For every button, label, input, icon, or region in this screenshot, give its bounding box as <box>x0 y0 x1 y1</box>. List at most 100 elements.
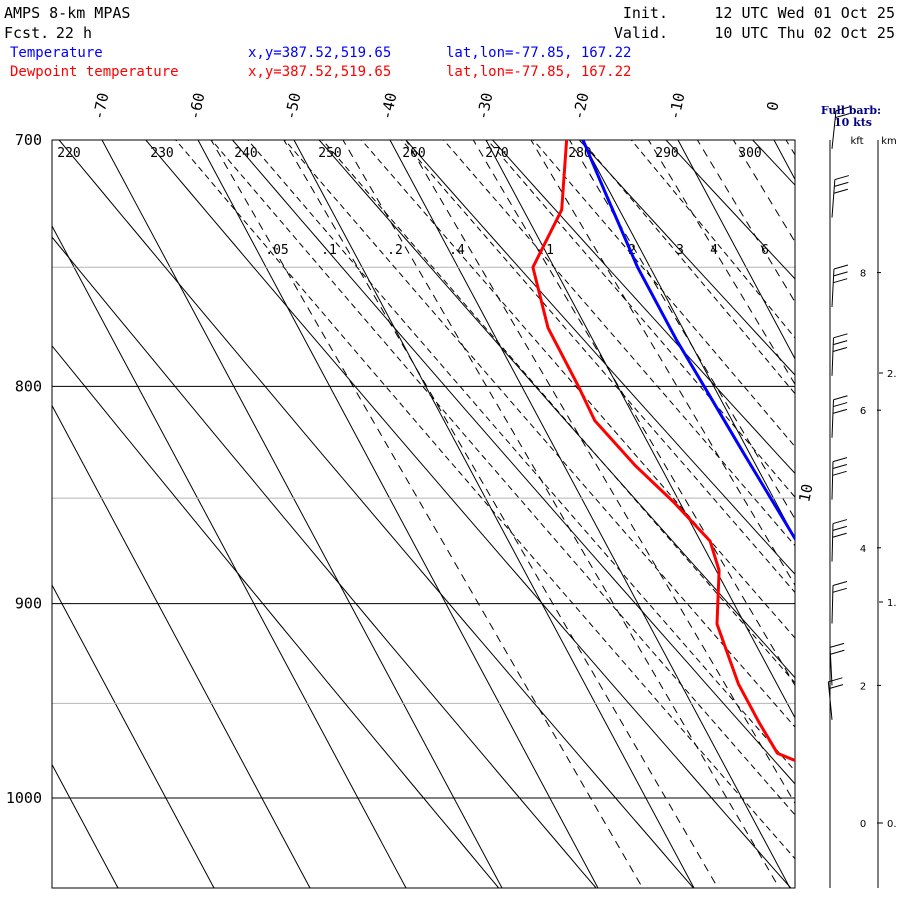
temperature-profile-line <box>581 140 795 542</box>
dry-adiabat-line <box>231 140 795 785</box>
wind-barb-flag <box>832 532 847 538</box>
kft-tick-label: 8 <box>860 269 866 280</box>
km-axis-label: km <box>881 136 897 147</box>
mixing-ratio-label: .05 <box>265 243 288 258</box>
mixing-ratio-line <box>785 140 795 156</box>
wind-barb <box>831 333 848 376</box>
mixing-ratio-line <box>808 114 900 889</box>
isotherm-tick-label: -60 <box>185 91 208 121</box>
isotherm-tick-label: 0 <box>763 100 782 113</box>
km-tick-label: 1. <box>887 598 897 609</box>
barb-key-line1: Full barb: <box>821 104 881 117</box>
mixing-ratio-label: 3 <box>676 243 684 258</box>
moist-adiabat-line <box>247 140 795 772</box>
moist-adiabat-line <box>175 140 795 860</box>
isotherm-line <box>870 140 900 888</box>
moist-adiabat-line <box>360 140 795 639</box>
wind-barb-flag <box>832 408 848 414</box>
init-label: Init. <box>623 4 668 22</box>
pressure-tick-label: 900 <box>15 595 42 613</box>
mixing-ratio-label: .2 <box>387 243 403 258</box>
wind-barb-flag <box>835 106 851 112</box>
isotherm-tick-label: -10 <box>665 91 688 121</box>
moist-adiabat-line <box>321 140 795 684</box>
mixing-ratio-label: 6 <box>761 243 769 258</box>
isotherm-tick-label: -20 <box>569 91 592 121</box>
isotherm-line <box>773 140 795 181</box>
moist-adiabat-line <box>630 140 795 339</box>
axis-labels-layer: 700 800 900 1000 -70 -60 -50 -40 -30 -20 -10 0 10 220… <box>6 91 817 889</box>
km-tick-label: 2. <box>887 369 897 380</box>
mixing-ratio-line <box>568 140 795 520</box>
wind-barb-flag <box>833 333 848 339</box>
isotherm-line <box>52 763 119 888</box>
wind-barb <box>827 677 844 720</box>
wind-barb-flag <box>830 649 845 655</box>
wind-barb-staff <box>831 179 836 218</box>
wind-barb <box>831 580 848 624</box>
moist-adiabat-line <box>532 140 795 448</box>
wind-barb-flag <box>833 278 848 284</box>
isotherm-line <box>581 140 795 540</box>
dry-adiabat-label: 290 <box>655 146 678 161</box>
mixing-ratio-line <box>283 140 719 888</box>
legend-dewpoint-name: Dewpoint temperature <box>10 64 179 80</box>
kft-tick-label: 0 <box>860 819 866 830</box>
valid-label: Valid. <box>614 24 668 42</box>
kft-tick-label: 2 <box>860 681 866 692</box>
wind-barb-flag <box>833 340 848 346</box>
wind-barb-staff <box>827 681 833 720</box>
fcst-value: 22 h <box>56 24 92 42</box>
mixing-ratio-line <box>696 140 795 303</box>
valid-value: 10 UTC Thu 02 Oct 25 <box>714 24 895 42</box>
isotherm-tick-label: -70 <box>89 91 112 121</box>
legend-temperature-xy: x,y=387.52,519.65 <box>248 45 391 61</box>
wind-barb <box>829 642 845 686</box>
wind-barb-flag <box>832 587 847 593</box>
series-layer <box>531 140 795 763</box>
legend-temperature-name: Temperature <box>10 45 103 61</box>
dewpoint-profile-line <box>531 140 795 763</box>
moist-adiabat-line <box>210 140 795 816</box>
grid-layer <box>52 114 900 889</box>
wind-barb <box>831 264 849 308</box>
wind-barb <box>831 106 851 149</box>
dry-adiabat-label: 300 <box>738 146 761 161</box>
init-value: 12 UTC Wed 01 Oct 25 <box>714 4 895 22</box>
pressure-tick-label: 800 <box>15 377 42 395</box>
wind-barb-flag <box>832 470 847 476</box>
wind-barb-flag <box>828 677 843 683</box>
dry-adiabat-label: 260 <box>402 146 425 161</box>
wind-barb-flag <box>832 457 848 463</box>
moist-adiabat-line <box>401 140 795 594</box>
dry-adiabat-line <box>52 345 500 888</box>
wind-barb-flag <box>833 395 848 401</box>
kft-axis-label: kft <box>850 136 863 147</box>
legend-dewpoint-latlon: lat,lon=-77.85, 167.22 <box>446 64 631 80</box>
dry-adiabat-line <box>58 140 694 888</box>
kft-tick-label: 6 <box>860 406 866 417</box>
dry-adiabat-line <box>145 140 792 888</box>
kft-tick-label: 4 <box>860 544 866 555</box>
legend-dewpoint-xy: x,y=387.52,519.65 <box>248 64 391 80</box>
dry-adiabat-label: 220 <box>57 146 80 161</box>
wind-barb-flag <box>832 463 847 469</box>
wind-barb-staff <box>831 268 835 308</box>
wind-barb-staff <box>831 337 834 376</box>
moist-adiabat-line <box>442 140 795 547</box>
wind-barb <box>831 395 848 438</box>
wind-barb-flag <box>832 519 848 525</box>
wind-barb <box>831 519 848 562</box>
dry-adiabat-line <box>405 140 795 576</box>
dry-adiabat-label: 270 <box>485 146 508 161</box>
isotherm-line <box>52 404 311 888</box>
wind-barb-staff <box>831 523 834 562</box>
km-tick-label: 0. <box>887 819 897 830</box>
isotherm-edge-label: 10 <box>795 482 816 503</box>
wind-barb-flag <box>828 684 844 690</box>
wind-barb-staff <box>831 399 834 438</box>
isotherm-tick-label: -40 <box>377 91 400 121</box>
dry-adiabat-label: 230 <box>150 146 173 161</box>
dry-adiabat-line <box>491 140 795 475</box>
